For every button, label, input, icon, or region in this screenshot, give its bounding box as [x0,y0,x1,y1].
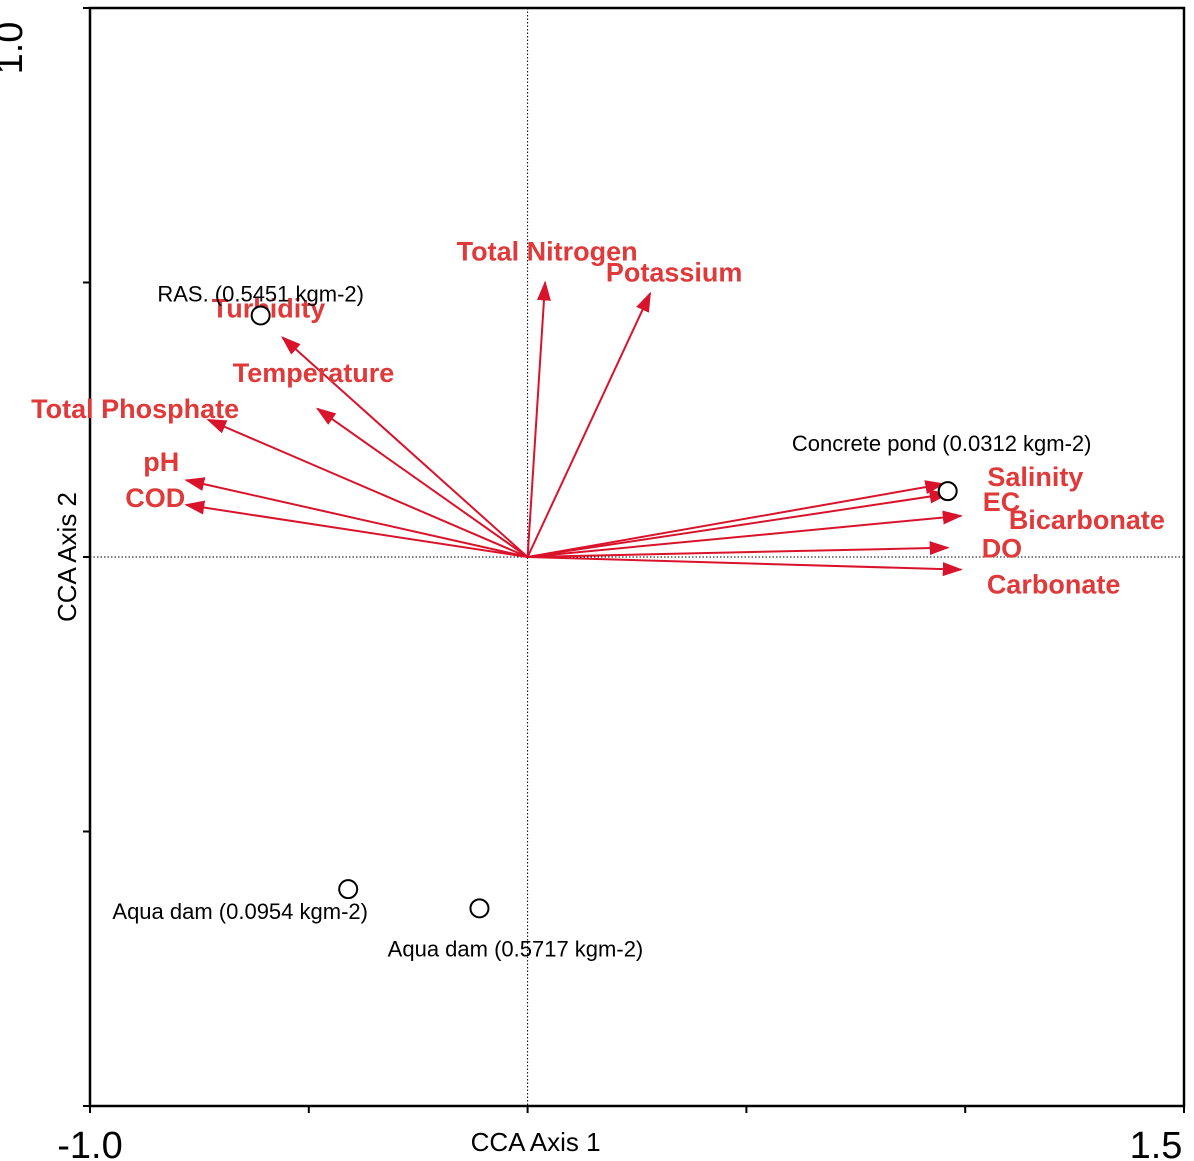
site-marker [338,879,359,900]
env-label-total-phosphate: Total Phosphate [31,394,239,424]
site-marker [250,305,271,326]
env-label-potassium: Potassium [606,257,743,287]
env-arrow-temperature [315,407,529,558]
env-label-salinity: Salinity [987,462,1083,492]
site-marker [469,898,490,919]
x-tick-label-min: -1.0 [57,1125,122,1161]
sample-sites: RAS. (0.5451 kgm-2) Concrete pond (0.0312… [112,281,1091,961]
site-label: Aqua dam (0.0954 kgm-2) [112,899,368,924]
axis-labels: -1.0 1.5 1.0 CCA Axis 1 CCA Axis 2 [0,22,1182,1161]
x-tick-label-max: 1.5 [1130,1125,1183,1161]
y-tick-label-max: 1.0 [0,22,31,75]
env-arrow-carbonate [527,556,963,577]
site-label: Concrete pond (0.0312 kgm-2) [792,431,1092,456]
env-arrow-turbidity [281,336,529,558]
x-axis-label: CCA Axis 1 [471,1127,601,1157]
site-marker [937,481,958,502]
env-arrow-cod [184,500,528,558]
env-arrow-do [527,541,950,558]
env-arrow-ec [527,489,950,558]
site-label: RAS. (0.5451 kgm-2) [157,281,364,306]
env-label-cod: COD [125,483,185,513]
env-arrow-bicarbonate [527,510,963,558]
env-label-ph: pH [143,447,179,477]
env-arrow-total-nitrogen [526,280,551,558]
env-arrow-ph [184,477,528,558]
env-label-total-nitrogen: Total Nitrogen [457,237,638,267]
env-label-carbonate: Carbonate [987,570,1121,600]
site-label: Aqua dam (0.5717 kgm-2) [388,936,644,961]
env-label-ec: EC [983,487,1021,517]
env-arrow-potassium [526,291,652,558]
env-arrow-salinity [527,480,946,558]
env-arrow-total-phosphate [206,418,528,558]
env-label-bicarbonate: Bicarbonate [1009,505,1165,535]
env-label-do: DO [982,534,1023,564]
env-label-temperature: Temperature [233,358,395,388]
y-axis-label: CCA Axis 2 [52,492,82,622]
axes [83,6,1186,1113]
